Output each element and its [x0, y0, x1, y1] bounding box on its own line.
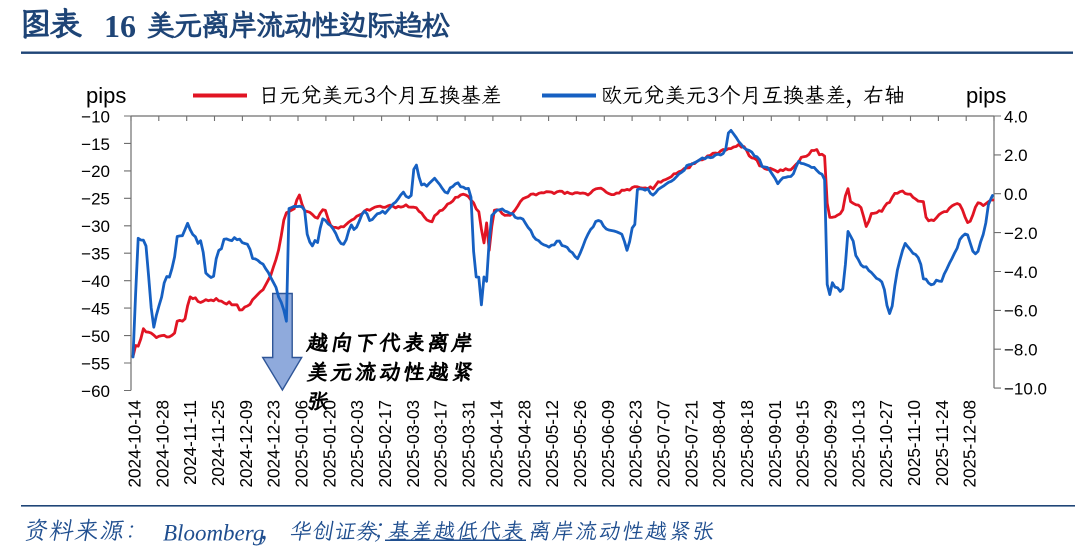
svg-text:2.0: 2.0 [1004, 146, 1028, 165]
svg-text:4.0: 4.0 [1004, 107, 1028, 126]
svg-text:−40: −40 [81, 272, 110, 291]
svg-text:2025-02-03: 2025-02-03 [348, 400, 367, 487]
svg-text:2025-01-06: 2025-01-06 [293, 400, 312, 487]
svg-text:−60: −60 [81, 382, 110, 401]
svg-text:−6.0: −6.0 [1004, 302, 1038, 321]
svg-text:0.0: 0.0 [1004, 185, 1028, 204]
svg-text:2025-06-09: 2025-06-09 [599, 400, 618, 487]
svg-text:−15: −15 [81, 135, 110, 154]
svg-text:−55: −55 [81, 354, 110, 373]
svg-text:2025-10-27: 2025-10-27 [877, 400, 896, 487]
svg-text:2025-11-10: 2025-11-10 [905, 400, 924, 486]
svg-text:−20: −20 [81, 162, 110, 181]
svg-text:−10.0: −10.0 [1004, 379, 1047, 398]
svg-text:−50: −50 [81, 327, 110, 346]
svg-text:−35: −35 [81, 245, 110, 264]
svg-text:−45: −45 [81, 299, 110, 318]
svg-text:pips: pips [966, 83, 1006, 108]
svg-text:2024-12-23: 2024-12-23 [265, 400, 284, 487]
svg-text:2025-03-17: 2025-03-17 [432, 400, 451, 487]
svg-text:2025-08-04: 2025-08-04 [710, 400, 729, 487]
svg-text:2025-09-29: 2025-09-29 [822, 400, 841, 487]
svg-text:2025-05-26: 2025-05-26 [571, 400, 590, 487]
svg-text:2025-02-17: 2025-02-17 [376, 400, 395, 487]
svg-text:2025-01-20: 2025-01-20 [320, 400, 339, 487]
svg-text:2025-09-15: 2025-09-15 [794, 400, 813, 487]
svg-text:2025-07-21: 2025-07-21 [682, 400, 701, 487]
svg-text:2025-10-13: 2025-10-13 [849, 400, 868, 487]
svg-text:2025-05-12: 2025-05-12 [543, 400, 562, 487]
svg-text:2025-03-31: 2025-03-31 [460, 400, 479, 487]
svg-text:−25: −25 [81, 190, 110, 209]
svg-text:2025-08-18: 2025-08-18 [738, 400, 757, 487]
svg-text:−8.0: −8.0 [1004, 341, 1038, 360]
svg-text:−4.0: −4.0 [1004, 263, 1038, 282]
svg-text:2025-04-28: 2025-04-28 [515, 400, 534, 487]
svg-text:2024-10-28: 2024-10-28 [153, 400, 172, 487]
svg-text:16: 16 [104, 8, 136, 44]
svg-text:2025-11-24: 2025-11-24 [933, 400, 952, 486]
svg-text:2024-11-11: 2024-11-11 [181, 400, 200, 485]
svg-text:2024-12-09: 2024-12-09 [237, 400, 256, 487]
svg-text:2025-07-07: 2025-07-07 [655, 400, 674, 487]
svg-text:2025-03-03: 2025-03-03 [404, 400, 423, 487]
svg-text:Bloomberg: Bloomberg [163, 521, 264, 546]
svg-text:2025-09-01: 2025-09-01 [766, 400, 785, 487]
svg-text:2024-11-25: 2024-11-25 [209, 400, 228, 486]
svg-text:2025-12-08: 2025-12-08 [961, 400, 980, 487]
svg-text:2025-04-14: 2025-04-14 [487, 400, 506, 487]
svg-text:2025-06-23: 2025-06-23 [627, 400, 646, 487]
svg-text:2024-10-14: 2024-10-14 [126, 400, 145, 487]
svg-text:−30: −30 [81, 217, 110, 236]
svg-text:−10: −10 [81, 107, 110, 126]
svg-text:pips: pips [86, 83, 126, 108]
svg-text:−2.0: −2.0 [1004, 224, 1038, 243]
